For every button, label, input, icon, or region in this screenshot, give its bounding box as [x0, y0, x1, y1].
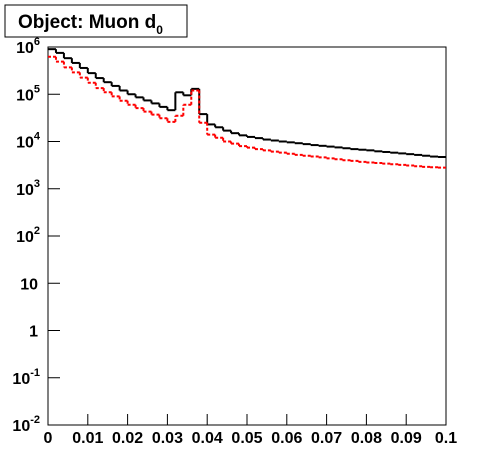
- x-tick-label: 0.04: [192, 430, 223, 447]
- chart-title: Object: Muon d0: [18, 12, 163, 37]
- x-tick-label: 0: [44, 430, 53, 447]
- y-tick-base: 10: [16, 87, 34, 104]
- y-tick-exponent: -1: [30, 367, 40, 379]
- x-tick-label: 0.09: [391, 430, 422, 447]
- y-tick-label: 103: [16, 178, 40, 199]
- y-tick-label: 104: [16, 131, 41, 152]
- x-tick-label: 0.02: [112, 430, 143, 447]
- x-tick-label: 0.03: [152, 430, 183, 447]
- y-tick-label: 105: [16, 83, 40, 104]
- x-tick-label: 0.01: [72, 430, 103, 447]
- x-tick-label: 0.1: [435, 430, 457, 447]
- y-tick-base: 10: [16, 40, 34, 57]
- y-tick-label: 106: [16, 36, 40, 57]
- y-tick-base: 10: [12, 418, 30, 435]
- y-tick-exponent: 5: [34, 83, 40, 95]
- title-box: [4, 4, 188, 38]
- y-tick-exponent: -2: [30, 414, 40, 426]
- y-tick-label: 10-1: [12, 367, 40, 388]
- y-tick-exponent: 4: [34, 131, 41, 143]
- y-tick-base: 10: [16, 135, 34, 152]
- title-subscript: 0: [156, 23, 163, 37]
- y-tick-label: 102: [16, 225, 40, 246]
- x-tick-label: 0.05: [231, 430, 262, 447]
- y-tick-label: 10: [20, 276, 38, 293]
- y-tick-exponent: 6: [34, 36, 40, 48]
- y-tick-label: 1: [29, 324, 38, 341]
- y-tick-base: 10: [12, 371, 30, 388]
- y-tick-exponent: 2: [34, 225, 40, 237]
- y-tick-exponent: 3: [34, 178, 40, 190]
- y-tick-base: 10: [16, 182, 34, 199]
- x-tick-label: 0.07: [311, 430, 342, 447]
- x-tick-label: 0.06: [271, 430, 302, 447]
- plot-frame: [47, 46, 447, 426]
- x-tick-label: 0.08: [351, 430, 382, 447]
- y-tick-base: 10: [16, 229, 34, 246]
- title-text: Object: Muon d: [18, 12, 156, 33]
- y-tick-label: 10-2: [12, 414, 40, 435]
